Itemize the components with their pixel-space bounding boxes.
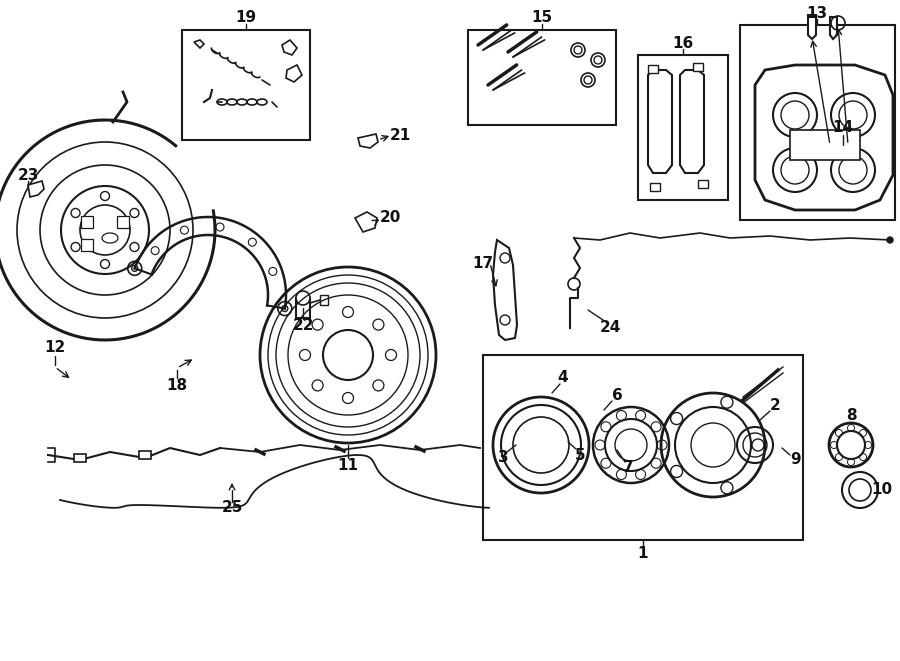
Polygon shape <box>830 17 837 39</box>
Polygon shape <box>648 65 658 73</box>
Polygon shape <box>194 40 204 48</box>
Polygon shape <box>650 183 660 191</box>
Bar <box>638 55 728 200</box>
Circle shape <box>887 237 893 243</box>
Polygon shape <box>808 15 816 39</box>
Text: 9: 9 <box>791 453 801 467</box>
Bar <box>468 30 616 125</box>
Text: 24: 24 <box>599 321 621 336</box>
Bar <box>790 130 860 160</box>
Text: 15: 15 <box>531 11 553 26</box>
Polygon shape <box>693 63 703 71</box>
Text: 7: 7 <box>623 461 634 475</box>
Bar <box>483 355 803 540</box>
Text: 10: 10 <box>871 483 893 498</box>
Text: 3: 3 <box>498 451 508 465</box>
Circle shape <box>296 291 310 305</box>
Text: 12: 12 <box>44 340 66 356</box>
Polygon shape <box>698 180 708 188</box>
Text: 5: 5 <box>575 447 585 463</box>
Text: 4: 4 <box>558 371 568 385</box>
Text: 18: 18 <box>166 377 187 393</box>
Polygon shape <box>286 65 302 82</box>
Polygon shape <box>282 40 297 55</box>
Bar <box>296 298 310 318</box>
Bar <box>81 216 93 228</box>
Text: 2: 2 <box>770 397 780 412</box>
Bar <box>740 25 895 220</box>
Text: 11: 11 <box>338 457 358 473</box>
Polygon shape <box>493 240 517 340</box>
Polygon shape <box>755 65 893 210</box>
Bar <box>117 216 129 228</box>
Text: 25: 25 <box>221 500 243 516</box>
Bar <box>81 239 93 251</box>
Polygon shape <box>355 212 377 232</box>
Text: 19: 19 <box>236 11 256 26</box>
Bar <box>320 295 328 305</box>
Polygon shape <box>28 181 44 197</box>
Bar <box>139 451 151 459</box>
Text: 13: 13 <box>806 5 828 20</box>
Text: 1: 1 <box>638 547 648 561</box>
Polygon shape <box>648 70 672 173</box>
Polygon shape <box>680 70 704 173</box>
Text: 17: 17 <box>472 256 493 270</box>
Text: 20: 20 <box>379 210 400 225</box>
Text: 6: 6 <box>612 387 623 403</box>
Bar <box>182 30 310 140</box>
Text: 23: 23 <box>17 167 39 182</box>
Text: 8: 8 <box>846 407 856 422</box>
Bar <box>74 454 86 462</box>
Polygon shape <box>358 134 378 148</box>
Text: 22: 22 <box>292 317 314 332</box>
Text: 14: 14 <box>832 120 853 136</box>
Text: 16: 16 <box>672 36 694 50</box>
Text: 21: 21 <box>390 128 410 143</box>
